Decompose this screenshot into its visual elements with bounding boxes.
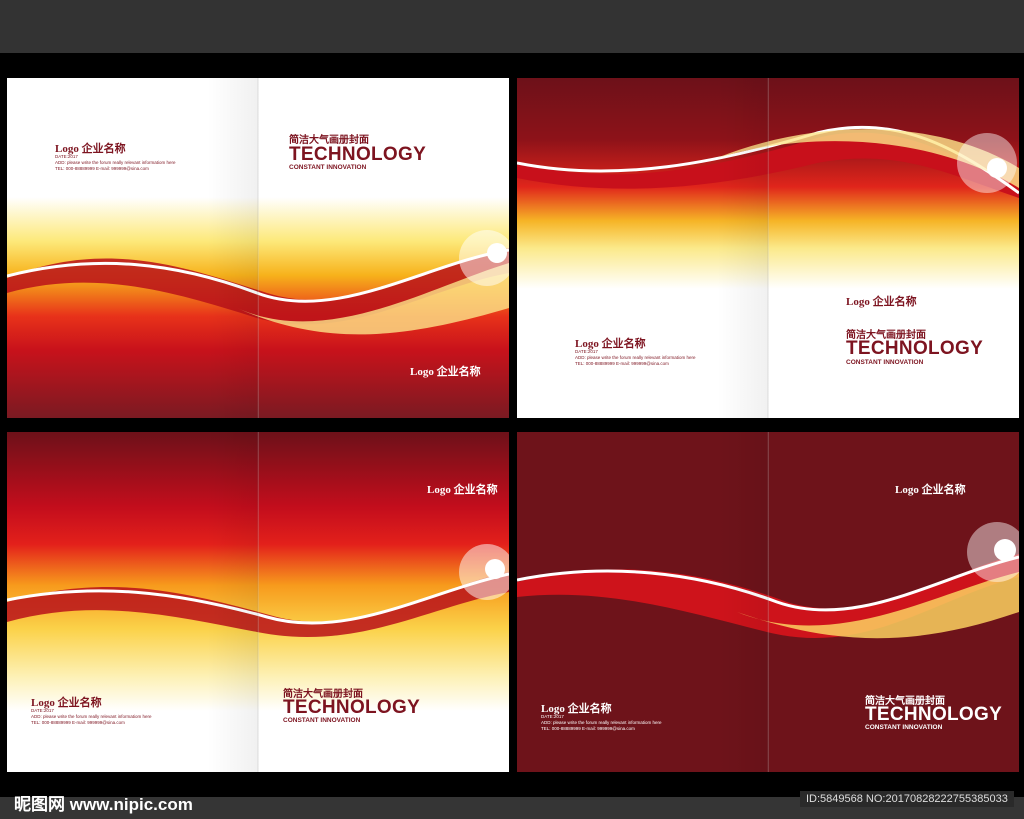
bottom-bar	[0, 797, 1024, 819]
wave-graphic	[517, 522, 1019, 639]
contact-text: TEL: 000-88889999 E-mail: 999999@sina.co…	[541, 726, 635, 731]
fold-shadow	[207, 78, 259, 418]
company-logo: Logo 企业名称	[895, 484, 966, 496]
tagline: CONSTANT INNOVATION	[289, 164, 367, 171]
top-bar	[0, 0, 1024, 53]
subtitle-cn: 简洁大气画册封面	[846, 330, 926, 341]
address-text: ADD: please write the forum really relev…	[541, 720, 662, 725]
title: TECHNOLOGY	[283, 697, 421, 718]
subtitle-cn: 简洁大气画册封面	[865, 696, 945, 707]
fold-shadow	[207, 432, 259, 772]
title: TECHNOLOGY	[289, 144, 427, 165]
title: TECHNOLOGY	[865, 704, 1003, 725]
company-logo: Logo 企业名称	[427, 484, 498, 496]
tagline: CONSTANT INNOVATION	[865, 724, 943, 731]
company-logo: Logo 企业名称	[55, 143, 126, 155]
fold-line	[257, 432, 259, 772]
company-logo: Logo 企业名称	[541, 703, 612, 715]
date-text: DATE:2017	[575, 349, 598, 354]
wave-graphic	[517, 125, 1019, 198]
contact-text: TEL: 000-88889999 E-mail: 999999@sina.co…	[55, 166, 149, 171]
fold-line	[257, 78, 259, 418]
date-text: DATE:2017	[31, 708, 54, 713]
cover-design-1: Logo 企业名称 DATE:2017 ADD: please write th…	[7, 78, 509, 418]
date-text: DATE:2017	[541, 714, 564, 719]
wave-graphic	[7, 544, 509, 638]
cover-design-2: Logo 企业名称 DATE:2017 ADD: please write th…	[517, 78, 1019, 418]
address-text: ADD: please write the forum really relev…	[31, 714, 152, 719]
fold-shadow	[717, 432, 769, 772]
contact-text: TEL: 000-88889999 E-mail: 999999@sina.co…	[31, 720, 125, 725]
company-logo: Logo 企业名称	[846, 296, 917, 308]
subtitle-cn: 简洁大气画册封面	[289, 135, 369, 146]
address-text: ADD: please write the forum really relev…	[55, 160, 176, 165]
company-logo: Logo 企业名称	[31, 697, 102, 709]
tagline: CONSTANT INNOVATION	[283, 717, 361, 724]
company-logo: Logo 企业名称	[575, 338, 646, 350]
date-text: DATE:2017	[55, 154, 78, 159]
tagline: CONSTANT INNOVATION	[846, 359, 924, 366]
contact-block: DATE:2017 ADD: please write the forum re…	[541, 714, 662, 732]
company-logo: Logo 企业名称	[410, 366, 481, 378]
image-id: ID:5849568 NO:20170828222755385033	[800, 791, 1014, 807]
cover-design-3: Logo 企业名称 Logo 企业名称 DATE:2017 ADD: pleas…	[7, 432, 509, 772]
fold-line	[767, 78, 769, 418]
subtitle-cn: 简洁大气画册封面	[283, 689, 363, 700]
contact-block: DATE:2017 ADD: please write the forum re…	[575, 349, 696, 367]
title: TECHNOLOGY	[846, 338, 984, 359]
watermark-logo: 昵图网 www.nipic.com	[14, 795, 193, 814]
fold-line	[767, 432, 769, 772]
wave-graphic	[7, 230, 509, 335]
contact-block: DATE:2017 ADD: please write the forum re…	[31, 708, 152, 726]
contact-block: DATE:2017 ADD: please write the forum re…	[55, 154, 176, 172]
address-text: ADD: please write the forum really relev…	[575, 355, 696, 360]
cover-design-4: Logo 企业名称 Logo 企业名称 DATE:2017 ADD: pleas…	[517, 432, 1019, 772]
contact-text: TEL: 000-88889999 E-mail: 999999@sina.co…	[575, 361, 669, 366]
fold-shadow	[717, 78, 769, 418]
